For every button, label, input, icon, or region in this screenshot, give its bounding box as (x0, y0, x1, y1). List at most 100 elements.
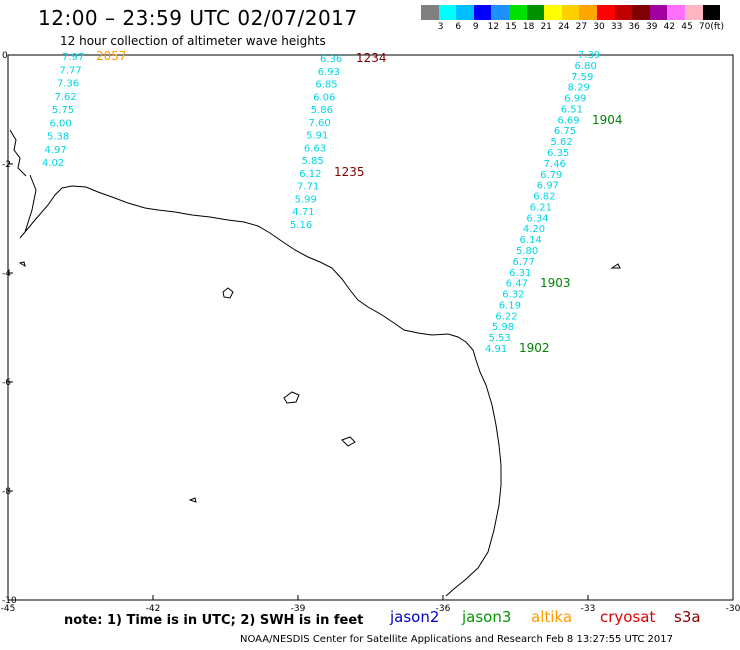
wave-height-value: 4.71 (292, 207, 314, 218)
coastline-brazil (19, 174, 502, 597)
wave-height-value: 7.39 (578, 50, 600, 61)
wave-height-value: 6.47 (506, 279, 528, 290)
island-6 (18, 261, 26, 268)
y-tick-label: -10 (2, 596, 17, 606)
wave-height-value: 6.69 (557, 115, 579, 126)
wave-height-value: 4.20 (523, 224, 545, 235)
legend-swatch (614, 5, 633, 20)
wave-height-value: 6.21 (530, 202, 552, 213)
legend-tick-label: 36 (628, 22, 640, 32)
legend-swatch (456, 5, 474, 20)
pass-time-label: 1904 (592, 113, 623, 127)
map-frame (7, 54, 734, 601)
legend-swatch (702, 5, 721, 20)
satellite-jason2: jason2 (390, 608, 440, 626)
legend-swatch (491, 5, 509, 20)
wave-height-value: 7.46 (544, 159, 566, 170)
wave-height-value: 6.79 (540, 170, 562, 181)
wave-height-value: 5.91 (306, 131, 328, 142)
island-1 (222, 287, 234, 299)
island-3 (341, 436, 356, 447)
wave-height-value: 5.62 (550, 137, 572, 148)
island-2 (283, 391, 300, 404)
wave-height-value: 7.62 (55, 92, 77, 103)
wave-height-value: 6.31 (509, 268, 531, 279)
pass-time-label: 1903 (540, 276, 571, 290)
pass-time-label: 1235 (334, 165, 365, 179)
wave-height-value: 6.77 (513, 257, 535, 268)
legend-tick-label: 15 (505, 22, 517, 32)
page-title: 12:00 – 23:59 UTC 02/07/2017 (38, 6, 358, 30)
legend-tick-label: 24 (558, 22, 570, 32)
wave-height-value: 5.80 (516, 246, 538, 257)
legend-swatch (684, 5, 703, 20)
legend-swatch (579, 5, 597, 20)
wave-height-value: 6.75 (554, 126, 576, 137)
coast-northwest-fragment (9, 129, 27, 177)
wave-height-value: 6.63 (304, 143, 326, 154)
legend-swatches (421, 5, 740, 20)
wave-height-value: 7.71 (297, 182, 319, 193)
wave-height-value: 6.97 (537, 181, 559, 192)
x-tick-label: -30 (726, 604, 740, 614)
pass-time-label: 1234 (356, 51, 387, 65)
legend-swatch (526, 5, 545, 20)
altimeter-tracks: 7.97 7.77 7.36 7.62 5.75 6.00 5.38 4.97 4.02 2057… (42, 49, 623, 355)
wave-height-value: 6.51 (561, 104, 583, 115)
wave-height-value: 5.98 (492, 322, 514, 333)
legend-tick-label: 27 (575, 22, 588, 32)
legend-tick-label: 42 (663, 22, 676, 32)
wave-height-value: 7.77 (60, 65, 82, 76)
legend-unit: (ft) (710, 22, 724, 32)
wave-height-value: 7.97 (62, 52, 84, 63)
legend-swatch (596, 5, 615, 20)
wave-height-value: 6.99 (564, 94, 586, 105)
wave-height-value: 6.19 (499, 300, 521, 311)
wave-height-value: 5.86 (311, 105, 333, 116)
wave-height-value: 4.97 (45, 145, 67, 156)
legend-tick-label: 21 (540, 22, 552, 32)
legend-tick-label: 6 (455, 22, 462, 32)
legend-swatch (508, 5, 527, 20)
wave-height-value: 4.02 (42, 158, 64, 169)
wave-height-value: 5.85 (302, 156, 324, 167)
legend-tick-label: 18 (522, 22, 535, 32)
wave-height-value: 7.60 (308, 118, 330, 129)
legend-tick-label: 39 (646, 22, 658, 32)
satellite-s3a: s3a (674, 608, 701, 626)
legend-ticks: 3 6 9 12 15 18 21 24 27 30 33 36 39 42 45 70 (ft) (421, 22, 740, 36)
legend-swatch (649, 5, 668, 20)
pass-time-label: 2057 (96, 49, 127, 63)
legend-tick-label: 3 (437, 22, 444, 32)
island-5 (188, 497, 197, 503)
wave-height-value: 5.75 (52, 105, 74, 116)
wave-height-value: 6.80 (575, 61, 597, 72)
wave-height-value: 6.00 (50, 118, 72, 129)
x-tick-label: -45 (1, 604, 16, 614)
wave-height-value: 5.99 (295, 194, 317, 205)
wave-height-value: 6.36 (320, 54, 342, 65)
wave-height-value: 7.36 (57, 79, 79, 90)
wave-height-value: 6.12 (299, 169, 321, 180)
legend-tick-label: 70 (698, 22, 711, 32)
wave-height-value: 6.35 (547, 148, 569, 159)
x-tick-label: -33 (581, 604, 596, 614)
page-subtitle: 12 hour collection of altimeter wave hei… (60, 34, 326, 48)
y-tick-label: -8 (2, 487, 11, 497)
axis-ticks: -45 -42 -39 -36 -33 -30 0 -2 -4 -6 -8 -10 (1, 51, 740, 614)
legend-swatch (544, 5, 562, 20)
wave-height-value: 5.16 (290, 220, 312, 231)
x-tick-label: -42 (146, 604, 161, 614)
legend-swatch (561, 5, 580, 20)
y-tick-label: 0 (2, 51, 8, 61)
footer-credit: NOAA/NESDIS Center for Satellite Applica… (240, 634, 673, 645)
wave-height-value: 6.82 (533, 192, 555, 203)
legend-swatch (667, 5, 685, 20)
color-scale-legend: 3 6 9 12 15 18 21 24 27 30 33 36 39 42 45 70 (ft) (421, 5, 740, 41)
legend-tick-label: 9 (472, 22, 479, 32)
x-tick-label: -39 (291, 604, 306, 614)
wave-height-value: 6.85 (315, 80, 337, 91)
legend-swatch (473, 5, 492, 20)
wave-height-value: 5.38 (47, 132, 69, 143)
wave-height-value: 6.93 (318, 67, 340, 78)
